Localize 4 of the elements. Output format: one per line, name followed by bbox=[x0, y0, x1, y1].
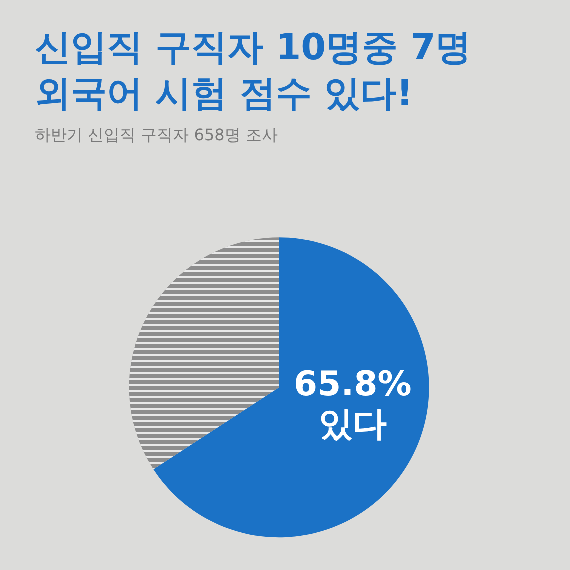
chart-subtitle: 하반기 신입직 구직자 658명 조사 bbox=[35, 126, 278, 144]
chart-title: 신입직 구직자 10명중 7명 외국어 시험 점수 있다! bbox=[35, 28, 472, 114]
data-label: 65.8% bbox=[294, 364, 412, 405]
slice-label: 있다 bbox=[318, 404, 387, 445]
